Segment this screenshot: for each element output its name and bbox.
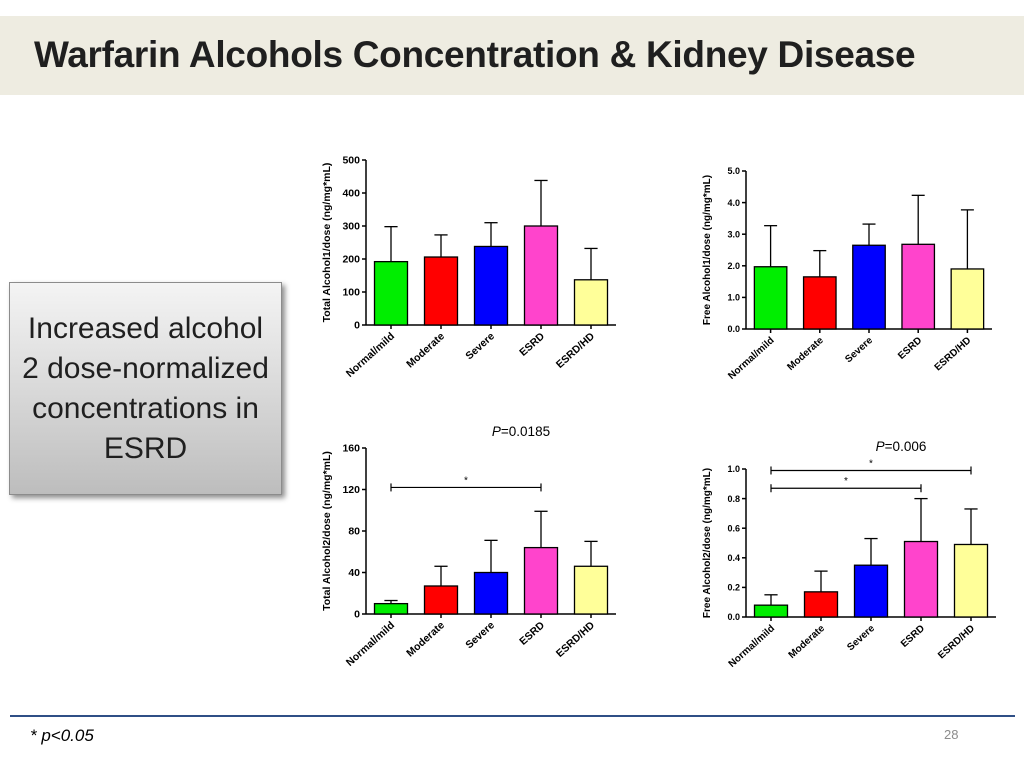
significance-star: * (869, 458, 873, 469)
y-tick-label: 2.0 (727, 261, 740, 271)
y-tick-label: 200 (342, 254, 360, 266)
category-label: Moderate (785, 335, 826, 373)
bar (473, 571, 509, 615)
y-tick-label: 300 (342, 221, 360, 233)
category-label: Normal/mild (727, 623, 777, 670)
y-tick-label: 3.0 (727, 229, 740, 239)
y-tick-label: 0.2 (727, 583, 740, 593)
footer-divider (10, 715, 1015, 717)
bar (901, 243, 936, 330)
p-value-label: P=0.0185 (492, 424, 550, 439)
chart-free-alcohol1: 0.0 1.0 2.0 3.0 4.0 5.0 Free Alcohol1/dose (ng… (702, 166, 992, 382)
bar (852, 244, 886, 330)
bar (423, 585, 459, 615)
bar (950, 268, 985, 330)
y-tick-label: 0.0 (727, 612, 740, 622)
y-axis-label: Total Alcohol2/dose (ng/mg*mL) (321, 451, 333, 611)
category-label: Normal/mild (344, 330, 397, 380)
slide-title: Warfarin Alcohols Concentration & Kidney… (34, 34, 916, 75)
footnote: * p<0.05 (30, 726, 94, 745)
y-tick-label: 0.0 (727, 324, 740, 334)
bar (473, 245, 509, 326)
y-tick-label: 0.6 (727, 523, 740, 533)
bar (373, 260, 409, 326)
bar (802, 276, 837, 330)
bar (753, 266, 788, 330)
bar (953, 543, 989, 618)
p-value-prefix: P (876, 439, 885, 454)
y-tick-label: 80 (348, 526, 360, 538)
y-tick-label: 160 (342, 443, 360, 455)
category-label: ESRD/HD (933, 335, 974, 373)
category-label: Moderate (404, 330, 447, 370)
category-label: Severe (845, 623, 877, 653)
title-bar (0, 16, 1024, 95)
callout-text: Increased alcohol 2 dose-normalized conc… (22, 311, 269, 465)
category-label: ESRD (517, 619, 547, 648)
category-label: Moderate (404, 619, 447, 659)
y-axis-label: Total Alcohol1/dose (ng/mg*mL) (321, 163, 333, 323)
category-label: ESRD/HD (554, 619, 597, 660)
y-tick-label: 0.4 (727, 553, 740, 563)
y-tick-label: 120 (342, 484, 360, 496)
p-value-label: P=0.006 (876, 439, 927, 454)
y-axis-label: Free Alcohol2/dose (ng/mg*mL) (702, 468, 713, 618)
bar (523, 225, 559, 326)
chart-total-alcohol1: 0 100 200 300 400 500 Total Alcohol1/dose (ng/… (321, 155, 616, 380)
category-label: Severe (463, 330, 497, 362)
bar (573, 279, 609, 326)
y-tick-label: 500 (342, 155, 360, 167)
p-value-prefix: P (492, 424, 501, 439)
category-label: Severe (843, 335, 875, 365)
y-tick-label: 5.0 (727, 166, 740, 176)
category-label: Normal/mild (344, 619, 397, 669)
bar (373, 602, 409, 615)
bar (753, 604, 789, 618)
p-value-text: =0.0185 (501, 424, 550, 439)
bar (523, 546, 559, 615)
y-tick-label: 100 (342, 287, 360, 299)
chart-total-alcohol2: 0 40 80 120 160 Total Alcohol2/dose (ng/mg*mL… (321, 424, 616, 669)
y-tick-label: 0 (354, 609, 360, 621)
chart-free-alcohol2: 0.0 0.2 0.4 0.6 0.8 1.0 Free Alcohol2/dose (ng… (702, 439, 996, 670)
bar (853, 564, 889, 618)
y-axis-label: Free Alcohol1/dose (ng/mg*mL) (702, 175, 713, 325)
category-label: Moderate (787, 623, 828, 661)
bar (903, 540, 939, 618)
y-tick-label: 400 (342, 188, 360, 200)
significance-star: * (464, 475, 468, 486)
category-label: ESRD/HD (554, 330, 597, 371)
y-tick-label: 40 (348, 567, 360, 579)
category-label: ESRD (517, 330, 547, 359)
callout-box: Increased alcohol 2 dose-normalized conc… (9, 282, 282, 495)
y-tick-label: 1.0 (727, 464, 740, 474)
category-label: Normal/mild (726, 335, 776, 382)
page-number: 28 (944, 727, 959, 742)
bar (423, 256, 459, 326)
y-tick-label: 0.8 (727, 494, 740, 504)
bar (573, 565, 609, 615)
category-label: ESRD (899, 623, 927, 650)
category-label: Severe (463, 619, 497, 651)
p-value-text: =0.006 (885, 439, 927, 454)
bar (803, 591, 839, 618)
category-label: ESRD (896, 335, 924, 362)
category-label: ESRD/HD (936, 623, 977, 661)
significance-star: * (844, 476, 848, 487)
y-tick-label: 1.0 (727, 293, 740, 303)
y-tick-label: 4.0 (727, 198, 740, 208)
y-tick-label: 0 (354, 320, 360, 332)
